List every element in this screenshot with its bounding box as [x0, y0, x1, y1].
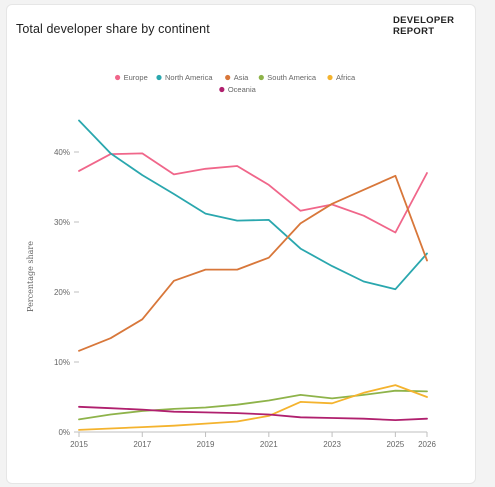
y-tick-label: 0% — [58, 428, 70, 437]
legend-dot-asia — [225, 74, 231, 81]
brand-logo: DEVELOPER REPORT — [393, 15, 454, 37]
legend-dot-south-america — [258, 74, 264, 81]
y-tick-label: 30% — [54, 218, 70, 227]
chart-legend: Europe North America Asia South America Afri… — [115, 73, 356, 94]
legend-label-europe: Europe — [124, 73, 148, 82]
series-line-north-america — [78, 119, 428, 291]
chart-title: Total developer share by continent — [16, 22, 210, 36]
series-line-asia — [78, 174, 428, 352]
brand-line-2: REPORT — [393, 26, 435, 37]
series-line-south-america — [78, 389, 428, 421]
x-tick-label: 2019 — [197, 440, 215, 449]
legend-label-asia: Asia — [234, 73, 249, 82]
series-line-europe — [78, 152, 428, 234]
x-tick-label: 2017 — [133, 440, 151, 449]
legend-label-south-america: South America — [267, 73, 317, 82]
legend-label-oceania: Oceania — [228, 85, 257, 94]
y-tick-label: 10% — [54, 358, 70, 367]
legend-dot-oceania — [219, 86, 225, 93]
legend-dot-north-america — [156, 74, 162, 81]
x-tick-label: 2023 — [323, 440, 341, 449]
chart-series — [78, 119, 428, 431]
legend-label-africa: Africa — [336, 73, 356, 82]
legend-dot-europe — [115, 74, 121, 81]
series-line-africa — [78, 384, 428, 431]
series-line-oceania — [78, 405, 428, 422]
x-tick-label: 2015 — [70, 440, 88, 449]
legend-dot-africa — [327, 74, 333, 81]
legend-label-north-america: North America — [165, 73, 213, 82]
x-tick-label: 2026 — [418, 440, 436, 449]
x-tick-label: 2021 — [260, 440, 278, 449]
chart-axes: 0% 10% 20% 30% 40% 2015 2017 2019 2021 2023 2025 20… — [26, 148, 436, 449]
x-tick-label: 2025 — [386, 440, 404, 449]
y-tick-label: 40% — [54, 148, 70, 157]
y-tick-label: 20% — [54, 288, 70, 297]
brand-line-1: DEVELOPER — [393, 15, 455, 26]
y-axis-title: Percentage share — [26, 241, 35, 312]
